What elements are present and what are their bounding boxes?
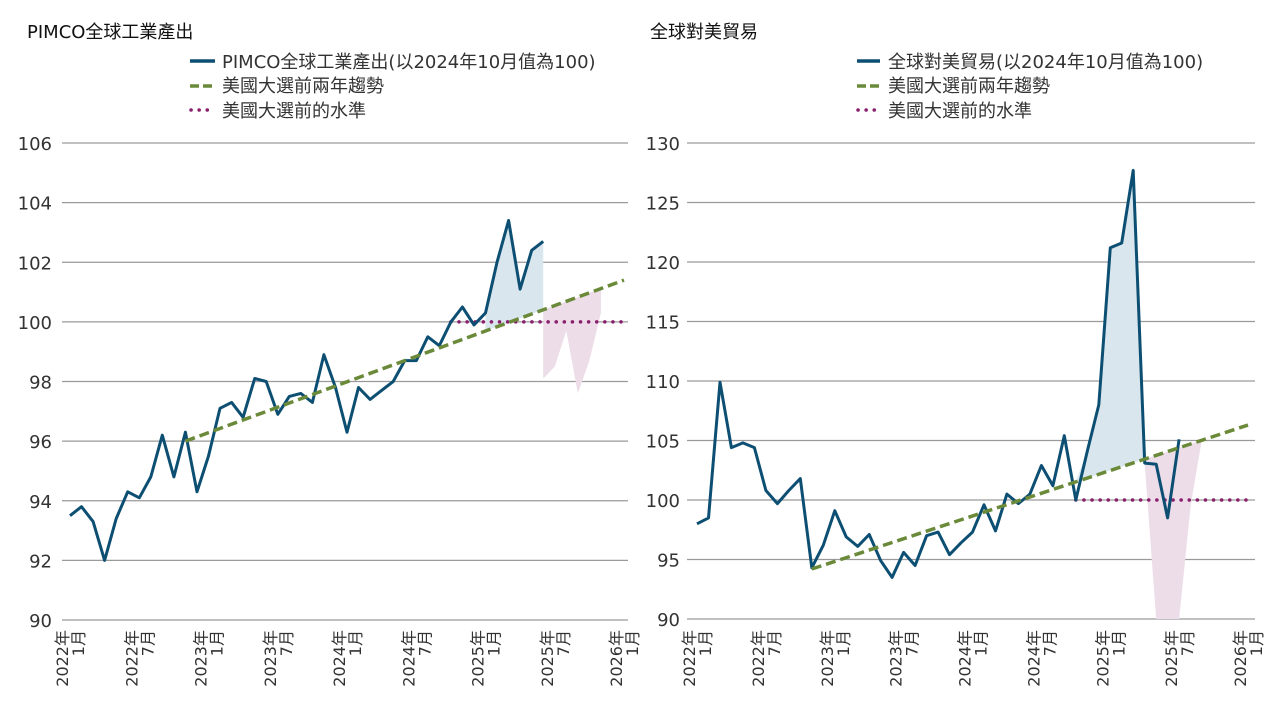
y-tick-label: 130	[646, 134, 680, 155]
legend: 全球對美貿易(以2024年10月值為100) 美國大選前兩年趨勢 美國大選前的水…	[856, 52, 1203, 122]
x-tick-label-year: 2023年	[261, 630, 280, 687]
above-trend-area	[485, 220, 544, 331]
x-tick-label-month: 1月	[834, 630, 853, 656]
y-tick-label: 120	[646, 253, 680, 274]
x-tick-label-year: 2023年	[192, 630, 211, 687]
legend-label-level: 美國大選前的水準	[888, 101, 1032, 122]
y-tick-label: 92	[29, 551, 52, 572]
x-tick-label-month: 1月	[485, 630, 504, 656]
x-tick-label-month: 1月	[696, 630, 715, 656]
y-tick-label: 95	[657, 551, 680, 572]
legend-label-series: PIMCO全球工業產出(以2024年10月值為100)	[222, 52, 596, 73]
below-trend-area	[543, 288, 601, 394]
y-tick-label: 115	[646, 313, 680, 334]
x-tick-label-month: 1月	[1109, 630, 1128, 656]
legend-label-trend: 美國大選前兩年趨勢	[888, 76, 1050, 97]
y-tick-label: 90	[29, 611, 52, 632]
x-tick-label-month: 7月	[1178, 630, 1197, 656]
x-tick-label-year: 2025年	[1162, 630, 1181, 687]
chart-title: PIMCO全球工業產出	[27, 22, 193, 43]
above-trend-area	[1075, 170, 1145, 482]
x-tick-label-year: 2022年	[680, 630, 699, 687]
series-line	[69, 219, 545, 562]
y-tick-label: 98	[29, 373, 52, 394]
x-tick-label-month: 7月	[765, 630, 784, 656]
x-tick-label-year: 2022年	[749, 630, 768, 687]
x-tick-label-month: 7月	[138, 630, 157, 656]
x-tick-label-year: 2025年	[469, 630, 488, 687]
y-tick-label: 94	[29, 492, 52, 513]
x-tick-label-month: 7月	[415, 630, 434, 656]
pre-election-trend-line	[184, 278, 625, 443]
y-tick-label: 125	[646, 194, 680, 215]
y-tick-label: 106	[18, 134, 52, 155]
panel-industrial-output: PIMCO全球工業產出 PIMCO全球工業產出(以2024年10月值為100) …	[18, 22, 642, 687]
y-tick-label: 96	[29, 432, 52, 453]
x-tick-label-month: 1月	[972, 630, 991, 656]
x-tick-label-year: 2023年	[818, 630, 837, 687]
y-tick-label: 100	[646, 491, 680, 512]
x-tick-label-year: 2025年	[1093, 630, 1112, 687]
x-tick-label-year: 2026年	[607, 630, 626, 687]
series-line	[696, 168, 1181, 579]
y-tick-label: 90	[657, 610, 680, 631]
x-tick-label-month: 7月	[554, 630, 573, 656]
y-tick-label: 110	[646, 372, 680, 393]
x-tick-label-month: 1月	[346, 630, 365, 656]
x-tick-label-year: 2023年	[887, 630, 906, 687]
x-tick-label-month: 7月	[1040, 630, 1059, 656]
legend-label-series: 全球對美貿易(以2024年10月值為100)	[888, 52, 1203, 73]
x-tick-label-year: 2024年	[399, 630, 418, 687]
x-tick-label-month: 7月	[277, 630, 296, 656]
y-tick-label: 104	[18, 194, 52, 215]
x-tick-label-year: 2022年	[53, 630, 72, 687]
x-tick-label-month: 1月	[69, 630, 88, 656]
x-tick-label-year: 2026年	[1231, 630, 1250, 687]
legend-label-level: 美國大選前的水準	[222, 101, 366, 122]
x-tick-label-month: 1月	[208, 630, 227, 656]
x-tick-label-month: 1月	[623, 630, 642, 656]
x-tick-label-year: 2024年	[956, 630, 975, 687]
pre-election-trend-line	[811, 423, 1249, 571]
x-tick-label-month: 7月	[903, 630, 922, 656]
legend-label-trend: 美國大選前兩年趨勢	[222, 76, 384, 97]
chart-title: 全球對美貿易	[650, 22, 758, 43]
x-tick-label-year: 2024年	[330, 630, 349, 687]
x-tick-label-month: 1月	[1247, 630, 1266, 656]
legend: PIMCO全球工業產出(以2024年10月值為100) 美國大選前兩年趨勢 美國…	[189, 52, 596, 122]
y-tick-label: 105	[646, 432, 680, 453]
y-tick-label: 100	[18, 313, 52, 334]
x-tick-label-year: 2024年	[1024, 630, 1043, 687]
x-tick-label-year: 2025年	[538, 630, 557, 687]
y-tick-label: 102	[18, 253, 52, 274]
panel-global-trade-to-us: 全球對美貿易 全球對美貿易(以2024年10月值為100) 美國大選前兩年趨勢 …	[646, 22, 1266, 687]
x-tick-label-year: 2022年	[122, 630, 141, 687]
